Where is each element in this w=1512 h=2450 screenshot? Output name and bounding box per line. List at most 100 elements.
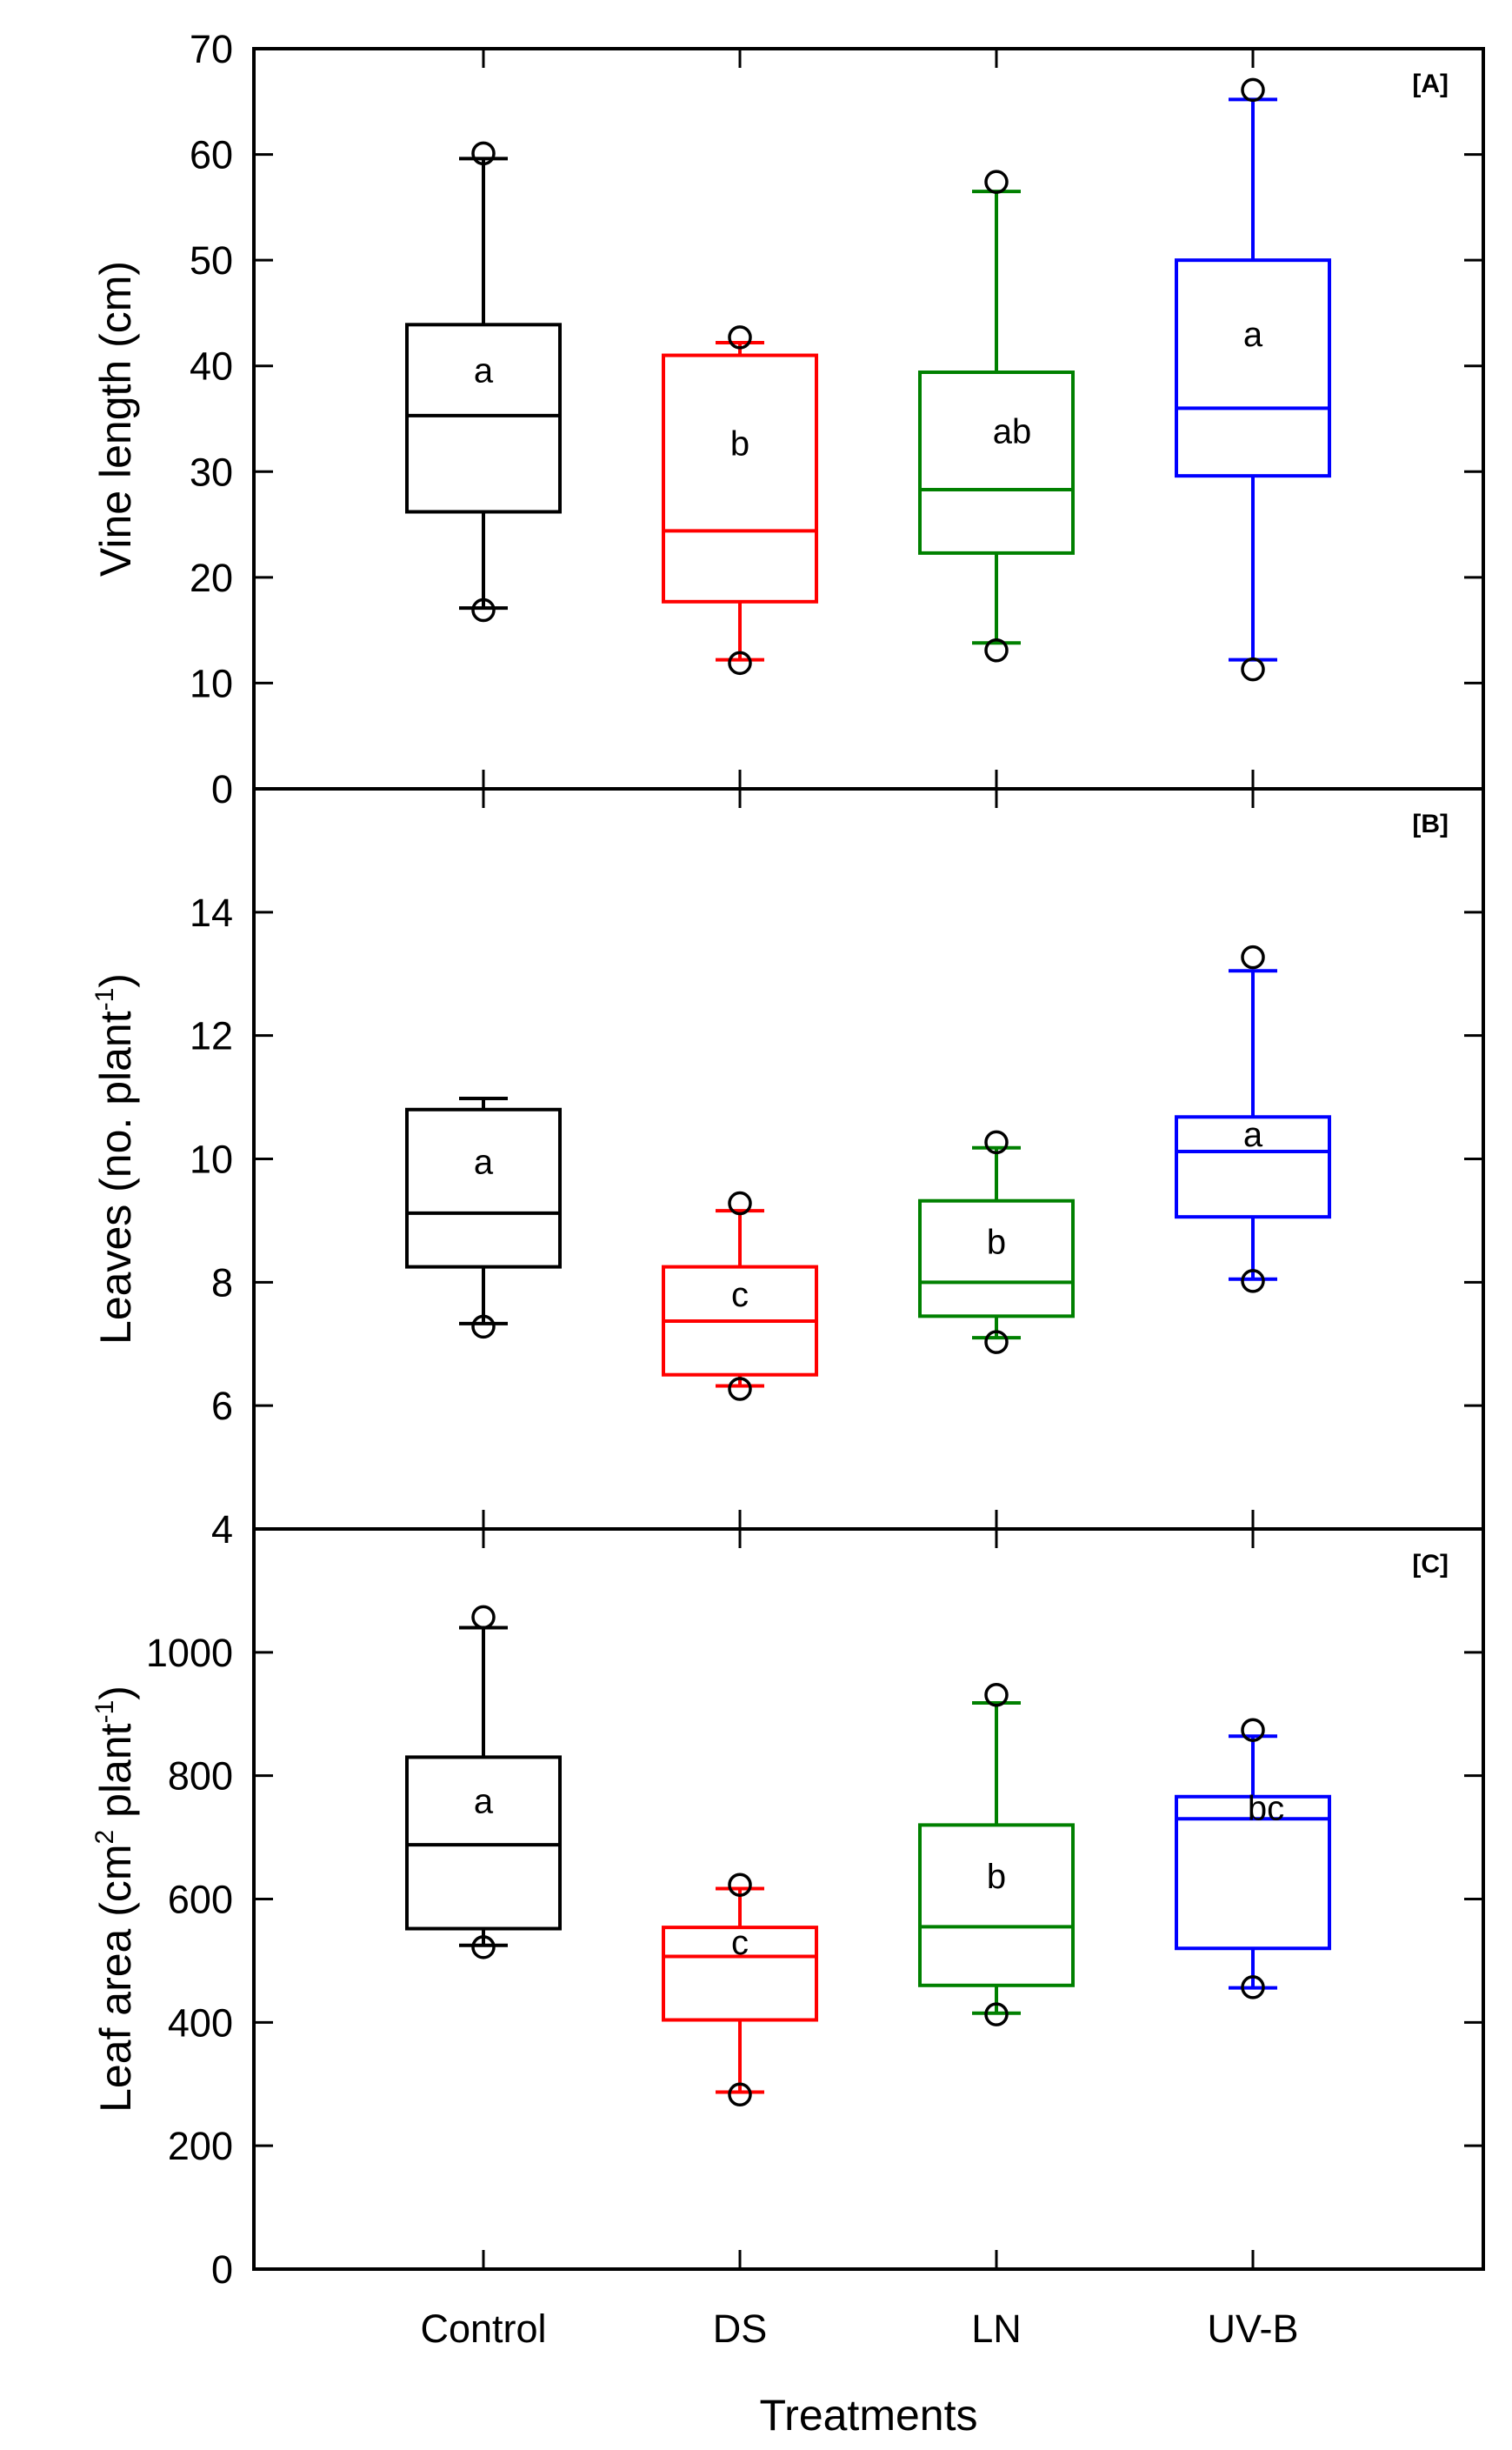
- box-ds: b: [662, 325, 818, 676]
- significance-letter: b: [987, 1858, 1006, 1896]
- iqr-box: [1175, 1115, 1331, 1219]
- y-axis-title: Leaves (no. plant-1): [90, 973, 140, 1345]
- box-control: a: [405, 1097, 562, 1339]
- outlier-point: [471, 1935, 496, 1959]
- significance-letter: ab: [993, 412, 1032, 451]
- outlier-point: [984, 2002, 1009, 2026]
- box-ln: ab: [918, 170, 1075, 663]
- y-axis-title-text: ): [91, 973, 140, 988]
- iqr-box: [405, 1755, 562, 1931]
- y-tick-label: 8: [211, 1260, 233, 1305]
- x-tick-label: UV-B: [1207, 2306, 1298, 2351]
- iqr-box: [918, 1198, 1075, 1318]
- significance-letter: b: [987, 1224, 1006, 1262]
- iqr-box: [662, 1926, 818, 2022]
- significance-letter: a: [1243, 316, 1263, 354]
- y-tick-label: 800: [168, 1754, 233, 1799]
- outlier-point: [1241, 1718, 1265, 1742]
- significance-letter: c: [731, 1924, 749, 1962]
- box-control: a: [405, 1605, 562, 1959]
- iqr-box: [1175, 1794, 1331, 1951]
- significance-letter: a: [474, 352, 494, 391]
- iqr-box: [662, 353, 818, 604]
- outlier-point: [984, 1330, 1009, 1354]
- y-tick-label: 50: [190, 238, 233, 283]
- y-tick-label: 200: [168, 2124, 233, 2168]
- panel-tag: [A]: [1412, 70, 1449, 98]
- box-control: a: [405, 141, 562, 623]
- y-tick-label: 70: [190, 27, 233, 71]
- outlier-point: [471, 597, 496, 623]
- box-uv-b: bc: [1175, 1718, 1331, 1999]
- y-tick-label: 20: [190, 556, 233, 600]
- y-tick-label: 600: [168, 1878, 233, 1922]
- plot-frame: [252, 47, 1485, 791]
- significance-letter: a: [474, 1783, 494, 1821]
- outlier-point: [471, 1314, 496, 1339]
- panel-tag: [B]: [1412, 810, 1449, 838]
- outlier-point: [1241, 1269, 1265, 1293]
- outlier-point: [471, 141, 496, 166]
- panel-b: 4 6 8 10 12 14 [B] Leaves (no. plant-1) a c b a: [90, 787, 1485, 1552]
- outlier-point: [728, 1191, 752, 1216]
- x-tick-label: Control: [420, 2306, 546, 2351]
- outlier-point: [728, 2082, 752, 2107]
- outlier-point: [471, 1605, 496, 1630]
- outlier-point: [984, 1683, 1009, 1707]
- panel-tag: [C]: [1412, 1550, 1449, 1579]
- y-axis-title-superscript: -1: [90, 1700, 119, 1724]
- iqr-box: [918, 371, 1075, 555]
- y-axis-title-superscript: -1: [90, 988, 119, 1011]
- significance-letter: c: [731, 1276, 749, 1314]
- box-ln: b: [918, 1683, 1075, 2026]
- y-tick-label: 6: [211, 1384, 233, 1428]
- y-axis-title-text: plant: [91, 1723, 140, 1829]
- y-tick-label: 1000: [146, 1631, 233, 1675]
- y-tick-label: 40: [190, 344, 233, 389]
- plot-frame: [252, 787, 1485, 1531]
- box-ln: b: [918, 1130, 1075, 1354]
- box-uv-b: a: [1175, 945, 1331, 1293]
- plot-frame: [252, 1527, 1485, 2271]
- x-tick-label: LN: [971, 2306, 1022, 2351]
- outlier-point: [728, 1377, 752, 1401]
- iqr-box: [405, 1107, 562, 1269]
- y-axis-title-superscript: 2: [90, 1830, 119, 1845]
- y-tick-label: 12: [190, 1014, 233, 1058]
- y-axis-title-text: Vine length (cm): [91, 261, 140, 577]
- outlier-point: [1241, 1975, 1265, 1999]
- significance-letter: a: [1243, 1116, 1263, 1154]
- x-axis-title: Treatments: [759, 2391, 977, 2440]
- y-tick-label: 10: [190, 1138, 233, 1182]
- panel-c: 0 200 400 600 800 1000 [C] Leaf area (cm2 plant…: [90, 1527, 1485, 2440]
- y-tick-label: 14: [190, 891, 233, 935]
- box-ds: c: [662, 1873, 818, 2107]
- box-uv-b: a: [1175, 77, 1331, 682]
- y-tick-label: 60: [190, 133, 233, 177]
- outlier-point: [984, 170, 1009, 194]
- outlier-point: [984, 1130, 1009, 1155]
- y-tick-label: 400: [168, 2000, 233, 2045]
- y-axis-title-text: Leaves (no. plant: [91, 1011, 140, 1345]
- y-axis-title-text: Leaf area (cm: [91, 1844, 140, 2112]
- significance-letter: bc: [1248, 1790, 1284, 1828]
- outlier-point: [1241, 657, 1265, 682]
- y-tick-label: 0: [211, 2247, 233, 2292]
- outlier-point: [728, 1873, 752, 1897]
- outlier-point: [728, 325, 752, 350]
- x-tick-label: DS: [713, 2306, 768, 2351]
- significance-letter: b: [730, 424, 749, 463]
- outlier-point: [1241, 77, 1265, 103]
- iqr-box: [1175, 258, 1331, 478]
- outlier-point: [728, 651, 752, 676]
- y-axis-title-text: ): [91, 1686, 140, 1700]
- box-ds: c: [662, 1191, 818, 1401]
- iqr-box: [918, 1823, 1075, 1987]
- y-tick-label: 0: [211, 767, 233, 811]
- iqr-box: [405, 323, 562, 514]
- significance-letter: a: [474, 1143, 494, 1181]
- y-tick-label: 4: [211, 1507, 233, 1552]
- y-tick-label: 30: [190, 450, 233, 494]
